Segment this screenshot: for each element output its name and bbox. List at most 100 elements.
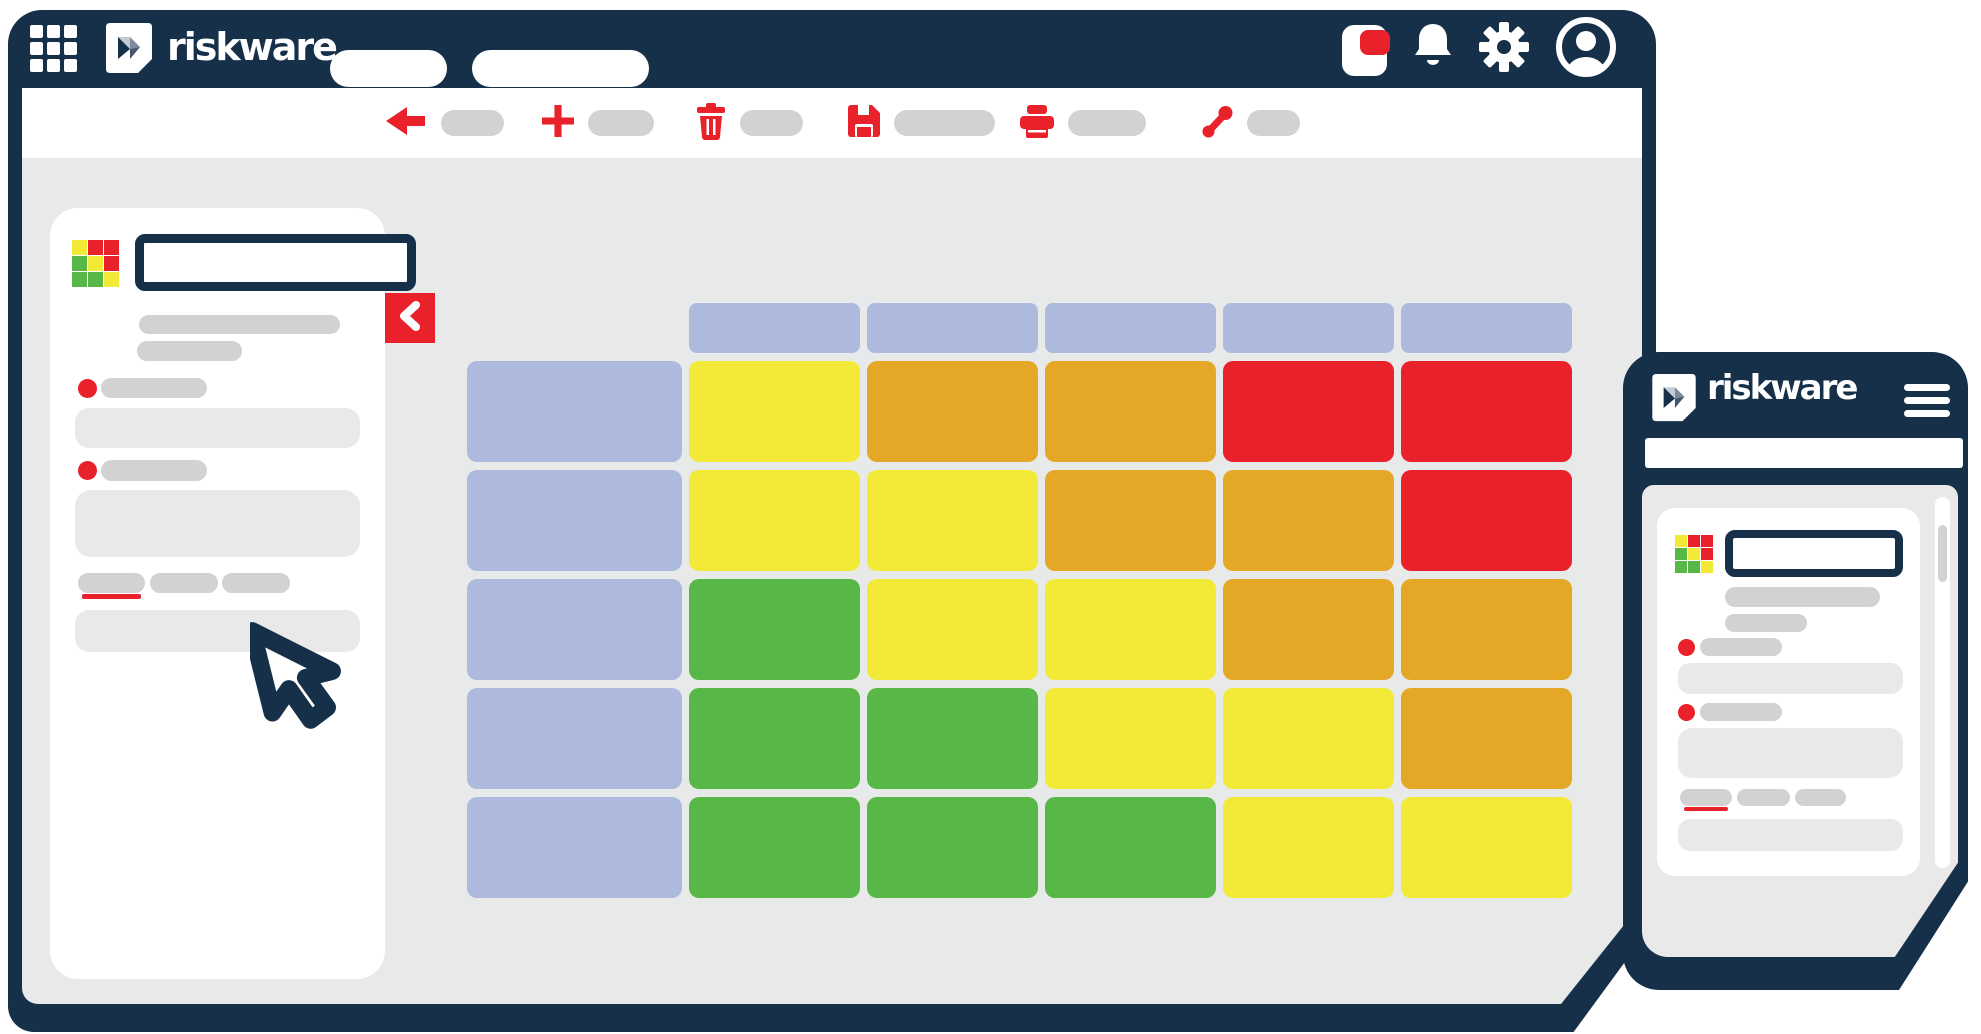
- form-input-field[interactable]: [75, 408, 360, 448]
- tab[interactable]: [1795, 789, 1846, 806]
- toolbar-action-delete[interactable]: [696, 102, 803, 144]
- phone-address-bar[interactable]: [1645, 438, 1963, 468]
- nav-menu-pill[interactable]: [330, 50, 447, 87]
- toolbar-action-save[interactable]: [848, 105, 995, 141]
- plus-icon: [542, 105, 574, 141]
- matrix-cell-yellow[interactable]: [1223, 688, 1394, 789]
- scrollbar-track[interactable]: [1935, 497, 1950, 868]
- subtitle-placeholder-bar: [139, 315, 340, 334]
- form-input-field[interactable]: [1678, 663, 1903, 694]
- toolbar-label-pill: [894, 110, 995, 136]
- logo-square-yellow: [1675, 535, 1687, 547]
- toolbar-label-pill: [588, 110, 654, 136]
- browser-window: riskware: [8, 10, 1656, 1032]
- matrix-column-header[interactable]: [689, 303, 860, 353]
- matrix-row-header[interactable]: [467, 470, 682, 571]
- logo-square-yellow: [104, 272, 119, 287]
- matrix-cell-green[interactable]: [689, 797, 860, 898]
- bell-icon[interactable]: [1413, 22, 1453, 76]
- matrix-cell-yellow[interactable]: [867, 579, 1038, 680]
- hamburger-menu-icon[interactable]: [1904, 384, 1950, 417]
- share-icon: [1202, 105, 1233, 142]
- field-label-bar: [101, 378, 207, 398]
- logo-square-red: [104, 256, 119, 271]
- form-textarea-field[interactable]: [1678, 728, 1903, 778]
- tab[interactable]: [1737, 789, 1790, 806]
- matrix-column-header[interactable]: [867, 303, 1038, 353]
- toolbar-action-add[interactable]: [542, 105, 654, 141]
- matrix-column-header[interactable]: [1223, 303, 1394, 353]
- matrix-cell-red[interactable]: [1401, 361, 1572, 462]
- tab-active[interactable]: [78, 573, 145, 599]
- matrix-cell-orange[interactable]: [1223, 470, 1394, 571]
- logo-square-yellow: [1701, 561, 1713, 573]
- logo-square-green: [88, 272, 103, 287]
- tab[interactable]: [150, 573, 218, 593]
- toolbar-label-pill: [441, 110, 504, 136]
- phone-screen: [1642, 485, 1958, 957]
- form-textarea-field[interactable]: [75, 490, 360, 557]
- form-input-field[interactable]: [1678, 819, 1903, 851]
- matrix-cell-yellow[interactable]: [1045, 579, 1216, 680]
- matrix-cell-green[interactable]: [689, 579, 860, 680]
- logo-square-green: [1688, 561, 1700, 573]
- matrix-column-header[interactable]: [1401, 303, 1572, 353]
- brand-wordmark: riskware: [167, 25, 338, 69]
- trash-icon: [696, 102, 726, 144]
- matrix-cell-orange[interactable]: [867, 361, 1038, 462]
- toolbar-label-pill: [1247, 110, 1300, 136]
- matrix-cell-yellow[interactable]: [867, 470, 1038, 571]
- risk-matrix: [467, 303, 1572, 898]
- matrix-cell-green[interactable]: [867, 688, 1038, 789]
- matrix-row-header[interactable]: [467, 579, 682, 680]
- required-field-dot: [1678, 704, 1695, 721]
- logo-square-yellow: [1688, 548, 1700, 560]
- main-content-area: [22, 158, 1642, 1004]
- matrix-cell-orange[interactable]: [1223, 579, 1394, 680]
- riskware-logo-icon: [1652, 374, 1696, 428]
- required-field-dot: [78, 461, 97, 480]
- matrix-cell-yellow[interactable]: [689, 470, 860, 571]
- matrix-cell-yellow[interactable]: [689, 361, 860, 462]
- matrix-cell-orange[interactable]: [1045, 470, 1216, 571]
- matrix-row-header[interactable]: [467, 361, 682, 462]
- matrix-cell-green[interactable]: [689, 688, 860, 789]
- matrix-cell-green[interactable]: [1045, 797, 1216, 898]
- scrollbar-thumb[interactable]: [1938, 525, 1947, 582]
- app-launcher-grid-icon[interactable]: [30, 25, 77, 72]
- logo-square-green: [1675, 561, 1687, 573]
- gear-icon[interactable]: [1479, 22, 1529, 76]
- matrix-cell-red[interactable]: [1223, 361, 1394, 462]
- logo-square-yellow: [88, 256, 103, 271]
- record-title-field[interactable]: [135, 234, 416, 291]
- matrix-cell-red[interactable]: [1401, 470, 1572, 571]
- matrix-cell-orange[interactable]: [1401, 579, 1572, 680]
- avatar-icon[interactable]: [1555, 16, 1617, 82]
- toolbar-action-print[interactable]: [1020, 104, 1146, 142]
- matrix-cell-orange[interactable]: [1401, 688, 1572, 789]
- field-label-bar: [1700, 638, 1782, 656]
- tab-active[interactable]: [1680, 789, 1732, 811]
- app-badge-icon[interactable]: [1342, 23, 1390, 76]
- active-tab-underline: [1684, 807, 1728, 811]
- matrix-cell-yellow[interactable]: [1401, 797, 1572, 898]
- subtitle-placeholder-bar: [1725, 587, 1880, 607]
- record-sidebar-panel: [50, 208, 416, 979]
- matrix-row-header[interactable]: [467, 688, 682, 789]
- form-input-field[interactable]: [75, 610, 360, 652]
- toolbar-label-pill: [740, 110, 803, 136]
- tab[interactable]: [222, 573, 290, 593]
- sidebar-collapse-button[interactable]: [385, 293, 435, 343]
- matrix-row-header[interactable]: [467, 797, 682, 898]
- toolbar-action-share[interactable]: [1202, 105, 1300, 142]
- phone-mockup: riskware: [1623, 352, 1968, 990]
- toolbar-action-back[interactable]: [383, 104, 504, 142]
- matrix-cell-yellow[interactable]: [1223, 797, 1394, 898]
- nav-menu-pill[interactable]: [472, 50, 649, 87]
- matrix-cell-green[interactable]: [867, 797, 1038, 898]
- matrix-cell-yellow[interactable]: [1045, 688, 1216, 789]
- field-label-bar: [101, 460, 207, 481]
- matrix-cell-orange[interactable]: [1045, 361, 1216, 462]
- record-title-field[interactable]: [1725, 530, 1903, 577]
- matrix-column-header[interactable]: [1045, 303, 1216, 353]
